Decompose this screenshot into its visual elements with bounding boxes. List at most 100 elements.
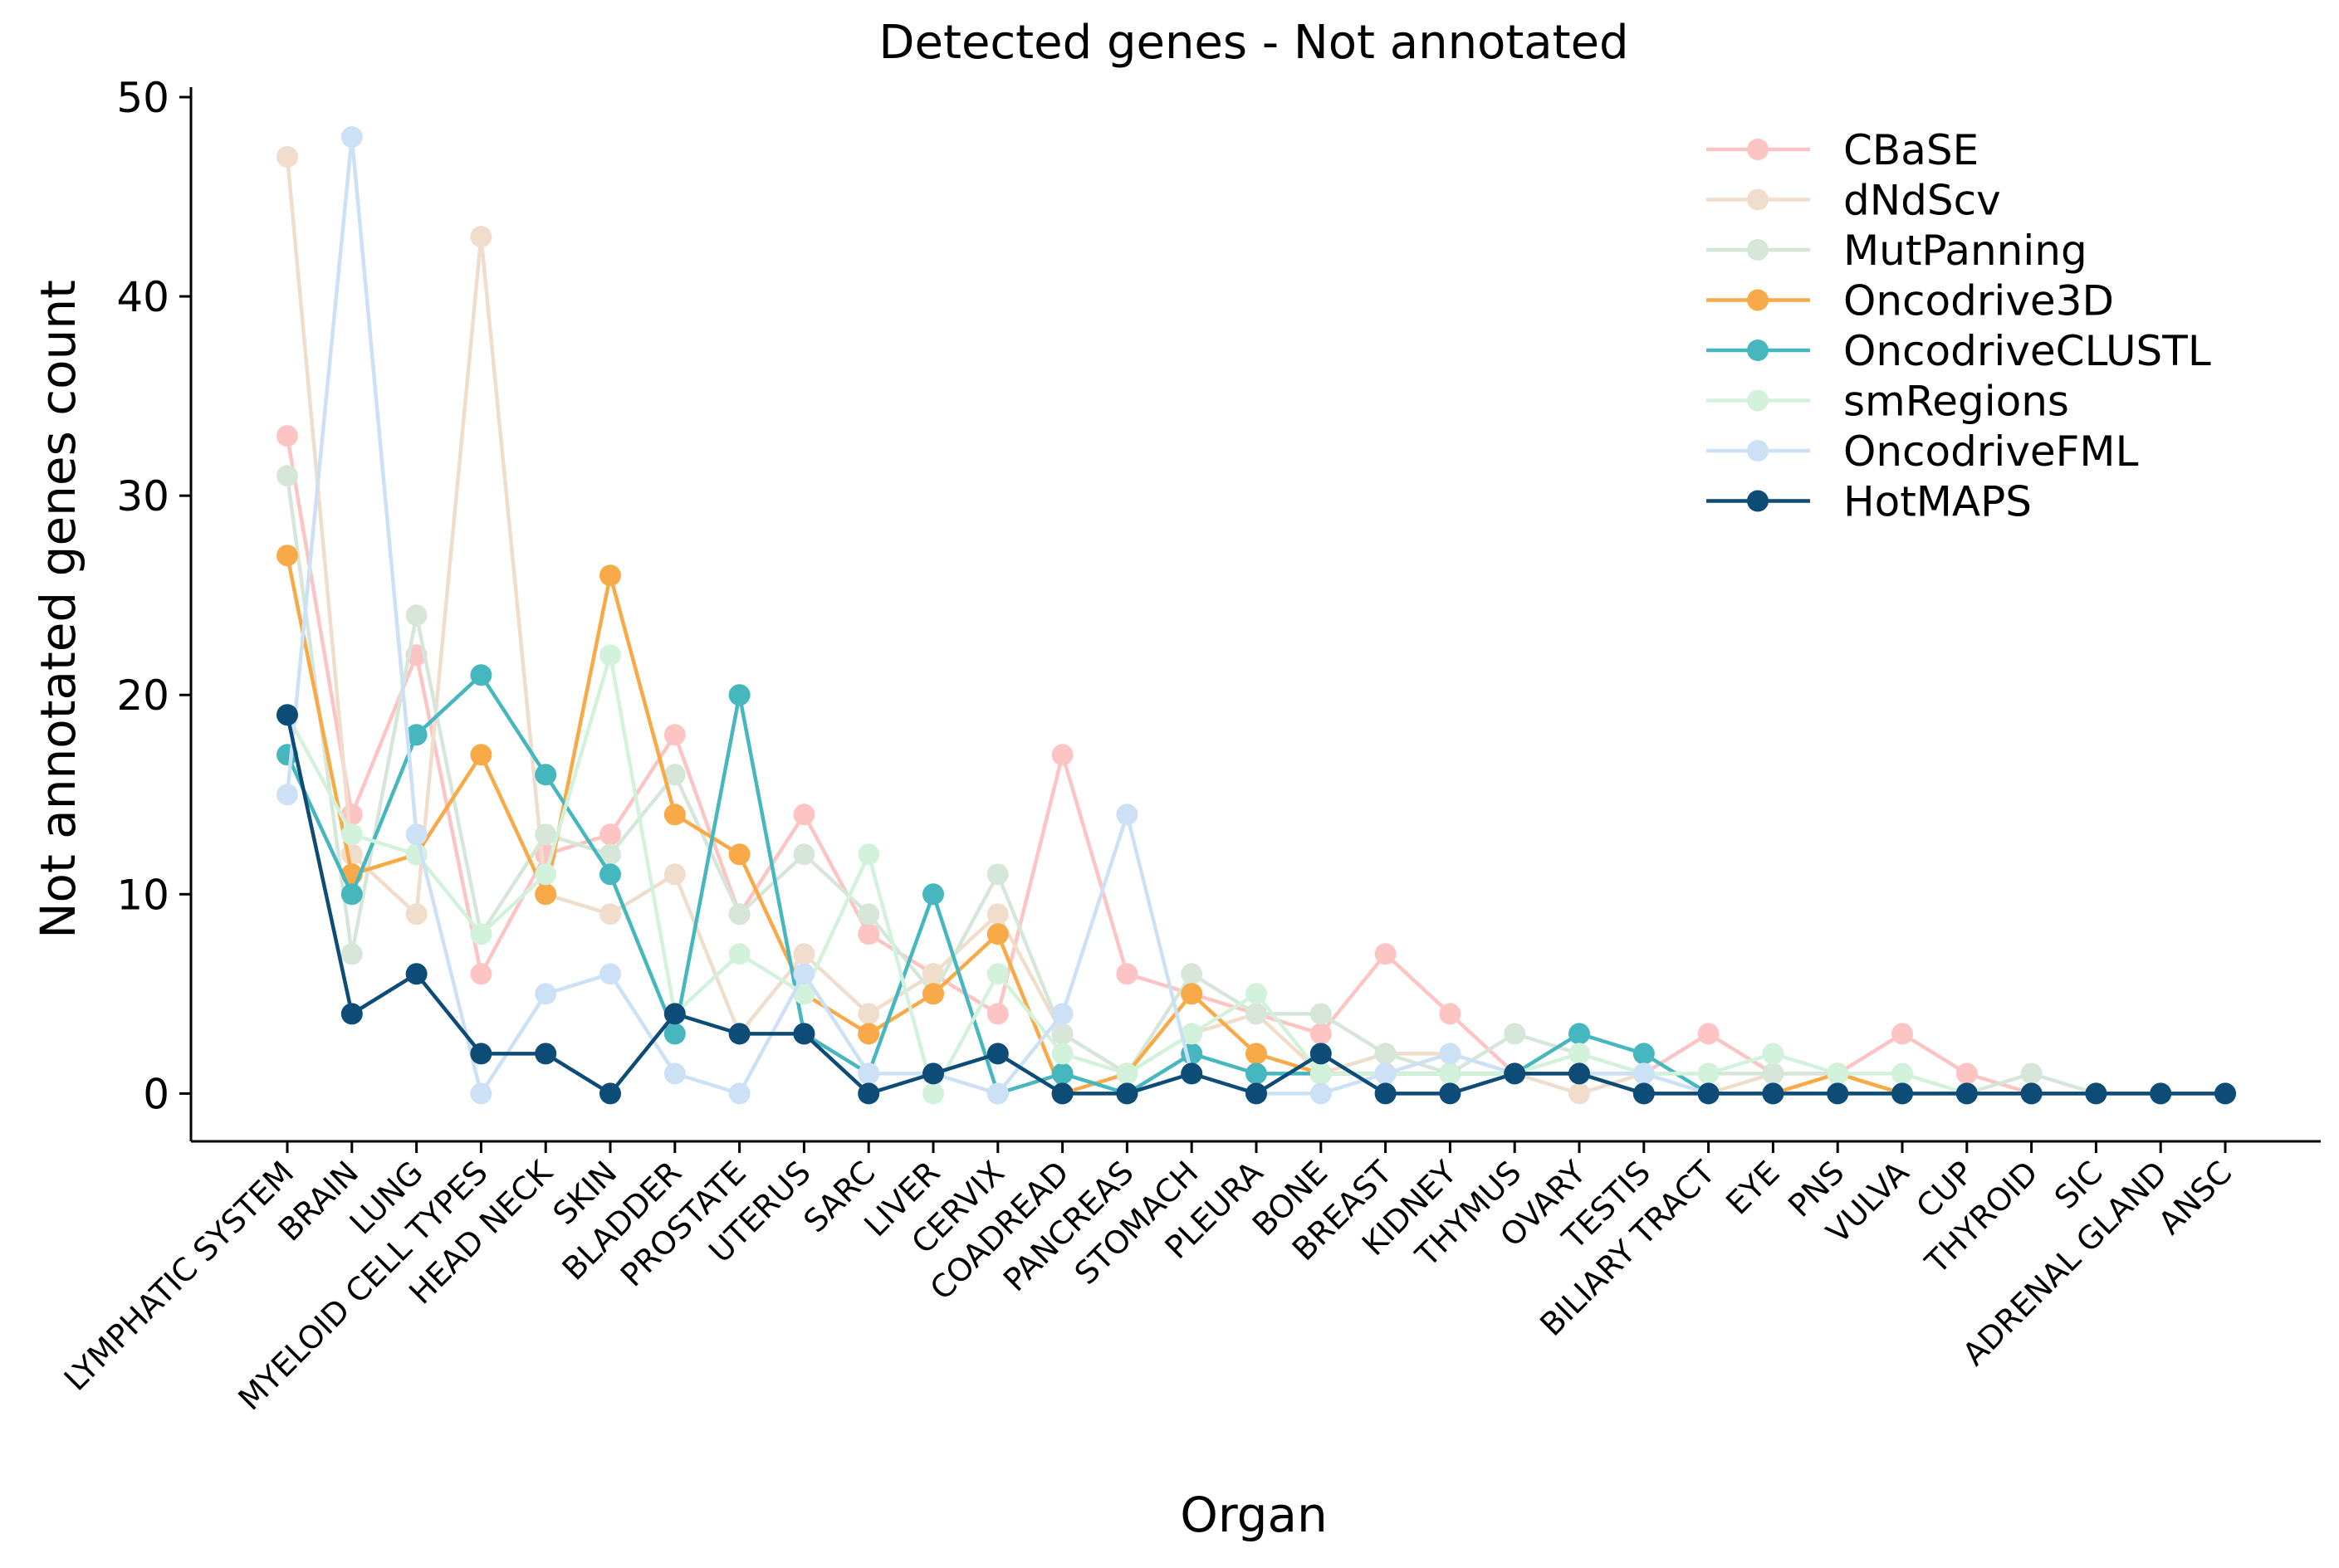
- data-point: [1116, 1082, 1138, 1105]
- data-point: [405, 604, 428, 627]
- data-point: [276, 545, 298, 567]
- data-point: [276, 425, 298, 447]
- data-point: [1955, 1082, 1978, 1105]
- legend-item: smRegions: [1706, 378, 2069, 426]
- data-point: [986, 863, 1009, 886]
- data-point: [1116, 804, 1138, 826]
- data-point: [599, 564, 621, 587]
- data-point: [1051, 1062, 1074, 1085]
- data-point: [1568, 1043, 1590, 1065]
- data-point: [599, 843, 621, 866]
- data-point: [728, 903, 751, 926]
- data-point: [1891, 1023, 1913, 1045]
- data-point: [1632, 1082, 1655, 1105]
- data-point: [858, 1023, 880, 1045]
- data-point: [986, 963, 1009, 985]
- data-point: [340, 1003, 363, 1025]
- data-point: [1245, 1043, 1267, 1065]
- data-point: [1181, 1023, 1203, 1045]
- data-point: [793, 983, 815, 1005]
- data-point: [1051, 744, 1074, 766]
- data-point: [1891, 1062, 1913, 1085]
- data-point: [1762, 1062, 1784, 1085]
- legend-label: CBaSE: [1843, 126, 1979, 174]
- data-point: [1374, 1043, 1397, 1065]
- series-oncodriveclustl: [276, 664, 2236, 1105]
- data-point: [1568, 1062, 1590, 1085]
- data-point: [470, 664, 492, 686]
- data-point: [793, 943, 815, 965]
- data-point: [1181, 983, 1203, 1005]
- legend-label: smRegions: [1843, 378, 2069, 426]
- legend-label: HotMAPS: [1843, 478, 2032, 526]
- data-point: [599, 1082, 621, 1105]
- data-point: [1116, 1062, 1138, 1085]
- data-point: [1245, 1003, 1267, 1025]
- y-tick-label: 40: [116, 273, 169, 321]
- data-point: [986, 1003, 1009, 1025]
- legend-label: OncodriveFML: [1843, 427, 2139, 476]
- legend-label: dNdScv: [1843, 177, 2001, 225]
- data-point: [599, 963, 621, 985]
- data-point: [858, 1003, 880, 1025]
- legend-label: MutPanning: [1843, 227, 2087, 275]
- data-point: [470, 1082, 492, 1105]
- data-point: [922, 963, 944, 985]
- data-point: [728, 1082, 751, 1105]
- data-point: [922, 1062, 944, 1085]
- data-point: [663, 764, 686, 786]
- data-point: [340, 943, 363, 965]
- data-point: [1245, 1082, 1267, 1105]
- data-point: [1439, 1043, 1461, 1065]
- y-tick-label: 20: [116, 672, 169, 720]
- data-point: [599, 863, 621, 886]
- chart-title: Detected genes - Not annotated: [878, 16, 1628, 70]
- legend-label: OncodriveCLUSTL: [1843, 327, 2211, 375]
- data-point: [535, 863, 557, 886]
- data-point: [1051, 1082, 1074, 1105]
- data-point: [470, 226, 492, 248]
- data-point: [470, 923, 492, 945]
- data-point: [1181, 963, 1203, 985]
- legend-item: MutPanning: [1706, 227, 2087, 275]
- data-point: [1568, 1023, 1590, 1045]
- data-point: [663, 804, 686, 826]
- data-point: [728, 843, 751, 866]
- y-tick-label: 0: [143, 1070, 169, 1118]
- data-point: [1309, 1082, 1332, 1105]
- legend-item: dNdScv: [1706, 177, 2001, 225]
- data-point: [663, 1003, 686, 1025]
- data-point: [1116, 963, 1138, 985]
- legend-marker: [1747, 339, 1769, 361]
- data-point: [922, 983, 944, 1005]
- legend-marker: [1747, 490, 1769, 512]
- data-point: [1439, 1062, 1461, 1085]
- data-point: [1762, 1043, 1784, 1065]
- data-point: [599, 903, 621, 926]
- data-point: [858, 903, 880, 926]
- data-point: [470, 1043, 492, 1065]
- data-point: [663, 1062, 686, 1085]
- series-layer: [276, 126, 2236, 1105]
- x-axis-title: Organ: [1180, 1487, 1328, 1543]
- data-point: [986, 923, 1009, 945]
- data-point: [535, 983, 557, 1005]
- data-point: [1955, 1062, 1978, 1085]
- legend-item: OncodriveCLUSTL: [1706, 327, 2211, 375]
- x-tick-label: EYE: [1719, 1154, 1786, 1221]
- data-point: [1632, 1043, 1655, 1065]
- series-hotmaps: [276, 704, 2236, 1105]
- data-point: [1245, 1062, 1267, 1085]
- data-point: [470, 744, 492, 766]
- data-point: [340, 843, 363, 866]
- data-point: [1504, 1023, 1526, 1045]
- data-point: [793, 843, 815, 866]
- data-point: [663, 724, 686, 746]
- data-point: [340, 823, 363, 846]
- data-point: [1697, 1023, 1720, 1045]
- data-point: [1762, 1082, 1784, 1105]
- data-point: [1697, 1062, 1720, 1085]
- data-point: [728, 684, 751, 706]
- data-point: [728, 1023, 751, 1045]
